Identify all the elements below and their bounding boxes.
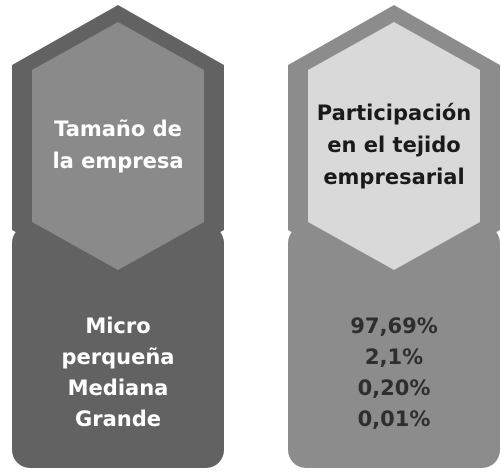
- item-line: Micro: [85, 314, 150, 338]
- item-line: Grande: [75, 407, 161, 431]
- header-line: en el tejido: [327, 133, 460, 157]
- item-line: 97,69%: [350, 314, 437, 338]
- item-line: 2,1%: [365, 345, 423, 369]
- inner-hexagon: [308, 22, 480, 270]
- header-line: Participación: [317, 101, 471, 125]
- header-line: empresarial: [323, 165, 464, 189]
- header-line: Tamaño de: [54, 117, 182, 141]
- item-line: Mediana: [68, 376, 169, 400]
- header-line: la empresa: [52, 149, 183, 173]
- item-line: 0,20%: [358, 376, 431, 400]
- share-column: [288, 5, 500, 468]
- column-body: [12, 225, 224, 468]
- size-column: [12, 5, 224, 468]
- item-line: 0,01%: [358, 407, 431, 431]
- item-line: perqueña: [62, 345, 175, 369]
- inner-hexagon: [32, 22, 204, 270]
- column-body: [288, 225, 500, 468]
